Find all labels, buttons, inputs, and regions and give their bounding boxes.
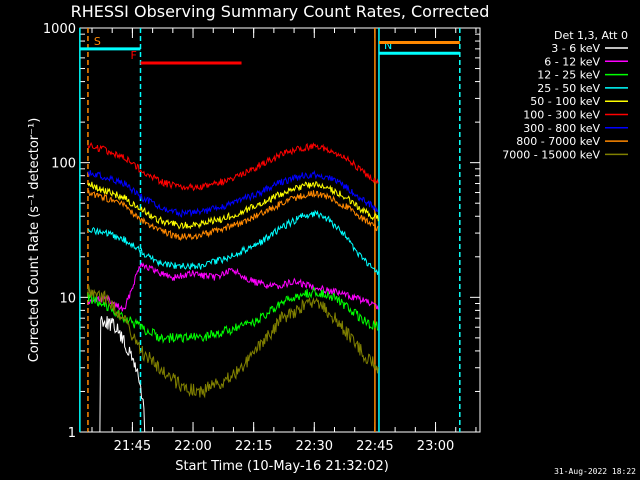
y-tick-labels: 1 10 100 1000 xyxy=(43,22,76,441)
series-line xyxy=(87,209,379,275)
flag-label: F xyxy=(130,49,136,62)
series-line xyxy=(87,181,379,230)
series-line xyxy=(87,190,379,242)
legend-label: 300 - 800 keV xyxy=(523,122,600,135)
series-line xyxy=(87,262,379,312)
y-tick-label: 1 xyxy=(68,426,76,441)
x-tick-label: 22:00 xyxy=(174,439,211,454)
x-tick-label: 22:30 xyxy=(296,439,333,454)
x-tick-label: 22:45 xyxy=(356,439,393,454)
legend-label: 7000 - 15000 keV xyxy=(502,148,600,161)
chart-title: RHESSI Observing Summary Count Rates, Co… xyxy=(71,2,490,21)
series-line xyxy=(87,142,379,192)
footer-timestamp: 31-Aug-2022 18:22 xyxy=(554,467,636,476)
x-tick-labels: 21:45 22:00 22:15 22:30 22:45 23:00 xyxy=(114,439,455,454)
y-axis-label: Corrected Count Rate (s⁻¹ detector⁻¹) xyxy=(27,118,42,363)
y-tick-label: 100 xyxy=(51,157,76,172)
series-line xyxy=(87,286,379,344)
legend-header: Det 1,3, Att 0 xyxy=(554,29,628,42)
legend-label: 12 - 25 keV xyxy=(537,69,600,82)
legend-label: 800 - 7000 keV xyxy=(516,135,600,148)
legend-label: 25 - 50 keV xyxy=(537,82,600,95)
series-line xyxy=(87,169,379,218)
series-line xyxy=(87,285,379,399)
legend-label: 3 - 6 keV xyxy=(551,42,600,55)
legend-label: 6 - 12 keV xyxy=(544,55,600,68)
x-tick-label: 23:00 xyxy=(417,439,454,454)
plot-area: S N F xyxy=(79,27,481,433)
flag-label: S xyxy=(94,35,101,48)
x-tick-label: 22:15 xyxy=(235,439,272,454)
y-tick-label: 10 xyxy=(59,291,76,306)
legend-label: 50 - 100 keV xyxy=(530,95,600,108)
legend-label: 100 - 300 keV xyxy=(523,109,600,122)
y-tick-label: 1000 xyxy=(43,22,76,37)
x-axis-label: Start Time (10-May-16 21:32:02) xyxy=(175,459,389,474)
flag-label: N xyxy=(384,39,392,52)
x-tick-label: 21:45 xyxy=(114,439,151,454)
series-line xyxy=(87,316,254,433)
